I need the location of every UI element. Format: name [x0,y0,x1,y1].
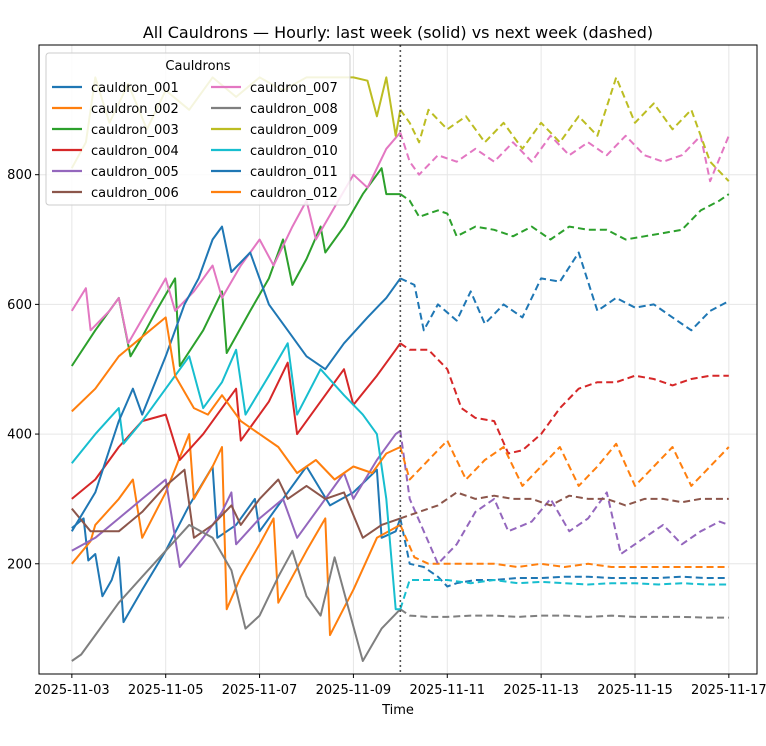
cauldron_005-past-line [71,429,401,568]
cauldron_008-future-line [399,608,729,619]
legend-label: cauldron_011 [250,165,338,180]
x-tick-label: 2025-11-13 [503,683,579,698]
chart-title: All Cauldrons — Hourly: last week (solid… [143,23,653,42]
cauldron_012-past-line [71,316,401,481]
x-axis-ticks: 2025-11-03 2025-11-05 2025-11-07 2025-11-09… [34,674,766,698]
cauldron_007-future-line [399,132,730,183]
cauldron_002-past-line [71,433,401,637]
legend-label: cauldron_001 [91,81,179,96]
cauldron_004-future-line [399,342,729,455]
cauldron_002-future-line [399,524,729,568]
legend-label: cauldron_005 [91,165,179,180]
x-tick-label: 2025-11-17 [691,683,766,698]
legend-item: cauldron_001 [52,81,179,96]
cauldron_001-past-line [71,465,402,624]
legend-item: cauldron_011 [211,165,338,180]
legend-box [45,52,351,206]
legend-label: cauldron_007 [250,81,338,96]
cauldron_006-future-line [399,491,729,520]
cauldron_010-future-line [399,579,729,610]
y-tick-label: 800 [7,168,32,183]
legend-item: cauldron_004 [52,144,179,159]
legend-title: Cauldrons [165,59,230,74]
legend-item: cauldron_008 [211,102,338,117]
cauldron_009-future-line [399,76,730,182]
x-tick-label: 2025-11-05 [128,683,204,698]
cauldron_011-past-line [70,225,402,532]
x-axis-label: Time [381,703,414,718]
x-tick-label: 2025-11-03 [34,683,110,698]
y-axis-ticks: 200 400 600 800 [7,168,39,572]
legend-item: cauldron_010 [211,144,338,159]
y-tick-label: 600 [7,298,32,313]
legend-label: cauldron_010 [250,144,338,159]
legend: Cauldrons cauldron_001cauldron_002cauldr… [45,52,351,206]
legend-item: cauldron_002 [52,102,179,117]
x-tick-label: 2025-11-11 [409,683,485,698]
legend-label: cauldron_012 [250,186,338,201]
y-tick-label: 400 [7,428,32,443]
cauldron_012-future-line [399,439,730,487]
plot-frame [38,44,758,675]
legend-item: cauldron_009 [211,123,338,138]
cauldron_008-past-line [71,523,402,662]
cauldron_006-past-line [71,468,401,539]
legend-label: cauldron_003 [91,123,179,138]
legend-label: cauldron_002 [91,102,179,117]
cauldron_005-future-line [399,430,730,565]
legend-item: cauldron_012 [211,186,338,201]
legend-item: cauldron_005 [52,165,179,180]
series-past [70,76,402,662]
x-tick-label: 2025-11-09 [316,683,392,698]
cauldron_011-future-line [399,251,730,332]
y-tick-label: 200 [7,557,32,572]
cauldron_010-past-line [71,342,401,611]
legend-label: cauldron_008 [250,102,338,117]
legend-label: cauldron_009 [250,123,338,138]
x-tick-label: 2025-11-07 [222,683,298,698]
x-tick-label: 2025-11-15 [597,683,673,698]
legend-item: cauldron_006 [52,186,179,201]
legend-label: cauldron_004 [91,144,179,159]
cauldron_003-future-line [399,193,730,241]
cauldron_003-past-line [70,167,401,367]
legend-item: cauldron_003 [52,123,179,138]
legend-item: cauldron_007 [211,81,338,96]
legend-label: cauldron_006 [91,186,179,201]
series-future [399,76,730,619]
